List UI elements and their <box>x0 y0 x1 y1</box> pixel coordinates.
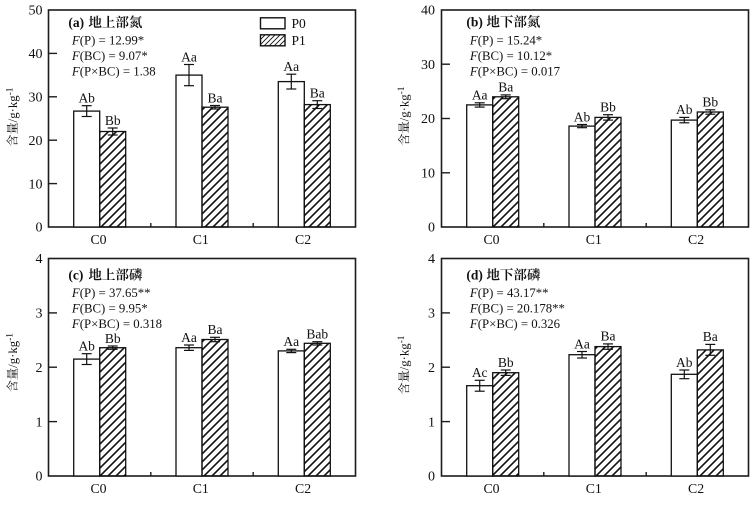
svg-text:Aa: Aa <box>283 59 299 74</box>
svg-text:4: 4 <box>428 252 435 267</box>
svg-text:/g·kg-1: /g·kg-1 <box>5 87 20 122</box>
svg-text:F(BC) = 9.07*: F(BC) = 9.07* <box>71 49 148 63</box>
svg-text:F(P×BC) = 1.38: F(P×BC) = 1.38 <box>71 65 156 79</box>
svg-text:Bb: Bb <box>498 355 514 370</box>
svg-text:Bb: Bb <box>105 113 121 128</box>
svg-text:C0: C0 <box>90 232 106 247</box>
svg-text:F(P) = 12.99*: F(P) = 12.99* <box>71 34 144 48</box>
svg-text:Bb: Bb <box>702 95 718 110</box>
svg-text:40: 40 <box>421 4 435 19</box>
svg-text:C2: C2 <box>688 481 704 496</box>
svg-text:20: 20 <box>29 134 43 149</box>
svg-text:Bb: Bb <box>105 331 121 346</box>
svg-text:F(P×BC) = 0.017: F(P×BC) = 0.017 <box>469 65 561 79</box>
svg-text:C0: C0 <box>483 232 499 247</box>
svg-text:Ba: Ba <box>703 329 718 344</box>
svg-text:1: 1 <box>428 415 435 430</box>
svg-text:F(P) = 37.65**: F(P) = 37.65** <box>71 286 151 300</box>
svg-text:1: 1 <box>36 415 43 430</box>
svg-text:50: 50 <box>29 4 43 19</box>
svg-text:0: 0 <box>428 470 435 485</box>
svg-text:40: 40 <box>29 47 43 62</box>
svg-text:Ba: Ba <box>208 322 223 337</box>
svg-text:Bab: Bab <box>306 327 328 342</box>
svg-text:30: 30 <box>421 58 435 73</box>
svg-text:0: 0 <box>428 221 435 236</box>
svg-text:Ba: Ba <box>601 329 616 344</box>
svg-text:Aa: Aa <box>181 330 197 345</box>
svg-text:3: 3 <box>428 307 435 322</box>
svg-text:2: 2 <box>36 361 43 376</box>
svg-text:C1: C1 <box>193 232 209 247</box>
svg-text:C0: C0 <box>90 481 106 496</box>
svg-text:F(P) = 43.17**: F(P) = 43.17** <box>469 286 549 300</box>
svg-text:Ba: Ba <box>208 90 223 105</box>
svg-text:(c): (c) <box>68 268 83 283</box>
svg-text:0: 0 <box>36 221 43 236</box>
svg-text:P0: P0 <box>292 16 307 31</box>
svg-text:2: 2 <box>428 361 435 376</box>
svg-text:Aa: Aa <box>574 336 590 351</box>
svg-text:(d): (d) <box>466 268 483 283</box>
svg-text:20: 20 <box>421 112 435 127</box>
svg-text:(a): (a) <box>68 15 84 30</box>
svg-text:Aa: Aa <box>181 49 197 64</box>
svg-text:C1: C1 <box>586 481 602 496</box>
svg-text:C0: C0 <box>483 481 499 496</box>
svg-text:C1: C1 <box>193 481 209 496</box>
svg-text:Ac: Ac <box>472 365 488 380</box>
svg-text:(b): (b) <box>466 15 483 30</box>
svg-text:P1: P1 <box>292 33 306 48</box>
svg-text:10: 10 <box>421 166 435 181</box>
svg-text:F(BC) = 10.12*: F(BC) = 10.12* <box>469 49 552 63</box>
svg-text:Aa: Aa <box>283 334 299 349</box>
svg-text:Aa: Aa <box>472 88 488 103</box>
svg-text:F(P×BC) = 0.326: F(P×BC) = 0.326 <box>469 317 561 331</box>
svg-text:C1: C1 <box>586 232 602 247</box>
svg-text:Ab: Ab <box>676 102 693 117</box>
svg-text:Ba: Ba <box>498 80 513 95</box>
svg-text:/g·kg-1: /g·kg-1 <box>5 333 20 368</box>
svg-text:Bb: Bb <box>600 100 616 115</box>
svg-text:Ab: Ab <box>78 339 95 354</box>
svg-text:C2: C2 <box>295 481 311 496</box>
svg-text:C2: C2 <box>688 232 704 247</box>
svg-text:/g·kg-1: /g·kg-1 <box>397 86 412 121</box>
svg-text:F(P) = 15.24*: F(P) = 15.24* <box>469 34 542 48</box>
svg-text:10: 10 <box>29 177 43 192</box>
svg-text:30: 30 <box>29 91 43 106</box>
svg-text:Ba: Ba <box>310 86 325 101</box>
svg-text:/g·kg-1: /g·kg-1 <box>397 335 412 370</box>
svg-text:F(BC) = 9.95*: F(BC) = 9.95* <box>71 302 148 316</box>
svg-text:Ab: Ab <box>574 109 591 124</box>
svg-text:3: 3 <box>36 307 43 322</box>
svg-text:0: 0 <box>36 470 43 485</box>
svg-text:4: 4 <box>36 252 43 267</box>
svg-text:F(BC) = 20.178**: F(BC) = 20.178** <box>469 302 565 316</box>
svg-text:F(P×BC) = 0.318: F(P×BC) = 0.318 <box>71 317 162 331</box>
svg-text:Ab: Ab <box>676 355 693 370</box>
svg-text:C2: C2 <box>295 232 311 247</box>
svg-text:Ab: Ab <box>78 91 95 106</box>
